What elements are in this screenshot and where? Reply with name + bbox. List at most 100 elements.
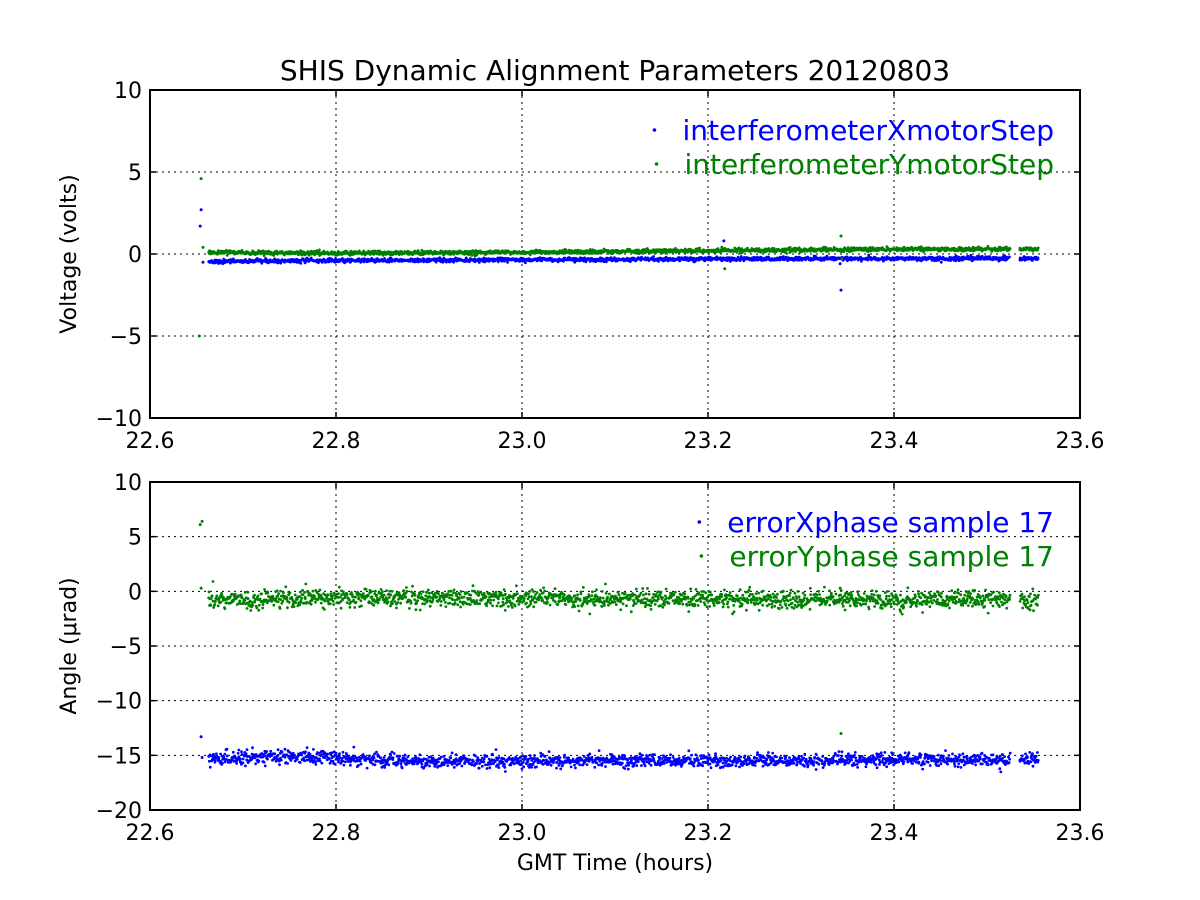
data-point xyxy=(381,253,385,257)
data-point xyxy=(640,753,644,757)
data-point xyxy=(643,764,647,768)
data-point xyxy=(1036,246,1040,250)
data-point xyxy=(474,754,477,758)
data-point xyxy=(709,766,713,770)
data-point xyxy=(665,760,668,764)
data-point xyxy=(291,752,295,755)
data-point xyxy=(743,754,747,758)
data-point xyxy=(251,746,254,750)
data-point xyxy=(298,761,302,764)
data-point xyxy=(800,754,803,758)
data-point xyxy=(420,762,424,766)
data-point xyxy=(740,247,744,251)
data-point xyxy=(1008,255,1011,259)
data-point xyxy=(280,750,284,754)
data-point xyxy=(524,261,527,265)
data-point xyxy=(657,260,660,263)
data-point xyxy=(623,767,627,770)
data-point xyxy=(318,759,322,763)
data-point xyxy=(707,753,711,757)
data-point xyxy=(582,755,586,758)
data-point xyxy=(803,752,807,756)
data-point xyxy=(496,763,500,767)
data-point xyxy=(556,260,560,264)
data-point xyxy=(814,768,818,771)
data-point xyxy=(688,757,692,761)
data-point xyxy=(522,765,526,769)
outlier-point xyxy=(198,224,202,228)
data-point xyxy=(289,759,293,762)
data-point xyxy=(343,760,347,764)
data-point xyxy=(719,759,723,763)
data-point xyxy=(243,754,247,758)
data-point xyxy=(321,261,324,264)
data-point xyxy=(695,756,699,760)
legend-marker xyxy=(654,162,659,166)
outlier-point xyxy=(720,259,724,263)
data-point xyxy=(235,762,239,765)
data-point xyxy=(355,756,358,760)
data-point xyxy=(365,766,369,770)
data-point xyxy=(237,748,241,752)
series-interferometerYmotorStep xyxy=(197,177,1040,338)
data-point xyxy=(803,764,806,768)
data-point xyxy=(286,762,289,765)
data-point xyxy=(627,763,630,767)
data-point xyxy=(448,249,451,253)
data-point xyxy=(310,249,313,253)
data-point xyxy=(282,753,286,757)
outlier-point xyxy=(720,245,724,249)
data-point xyxy=(223,760,227,764)
data-point xyxy=(438,256,442,259)
data-point xyxy=(569,765,573,769)
data-point xyxy=(969,253,973,257)
data-point xyxy=(802,756,806,760)
data-point xyxy=(340,756,344,760)
data-point xyxy=(506,261,509,264)
data-point xyxy=(555,761,559,764)
data-point xyxy=(308,756,311,760)
data-point xyxy=(400,250,403,254)
data-point xyxy=(373,752,376,756)
data-point xyxy=(694,753,698,757)
data-point xyxy=(452,766,456,769)
data-point xyxy=(223,752,227,756)
data-point xyxy=(472,760,475,763)
voltage-subplot: 22.6 22.8 23.0 23.2 23.4 23.6−10−50510Voltage… xyxy=(57,79,1104,454)
data-point xyxy=(771,751,775,755)
data-point xyxy=(723,764,727,767)
data-point xyxy=(460,764,464,768)
outlier-point xyxy=(839,288,843,292)
y-tick-label: 0 xyxy=(128,243,142,268)
data-point xyxy=(669,753,672,757)
data-point xyxy=(806,763,810,767)
data-point xyxy=(692,764,696,768)
data-point xyxy=(605,260,608,264)
data-point xyxy=(1036,248,1040,252)
data-point xyxy=(547,763,550,766)
data-point xyxy=(742,762,746,766)
data-point xyxy=(635,764,639,767)
data-point xyxy=(276,753,280,757)
data-point xyxy=(231,750,235,754)
data-point xyxy=(263,764,267,768)
data-point xyxy=(543,755,547,758)
data-point xyxy=(273,752,277,756)
data-point xyxy=(624,764,628,768)
data-point xyxy=(524,755,528,758)
data-point xyxy=(480,764,484,768)
data-point xyxy=(439,755,443,759)
data-point xyxy=(866,258,870,262)
data-point xyxy=(867,253,871,257)
data-point xyxy=(542,759,546,762)
data-point xyxy=(293,754,297,757)
data-point xyxy=(381,761,385,765)
data-point xyxy=(454,753,458,756)
data-point xyxy=(559,767,563,771)
data-point xyxy=(821,755,824,758)
data-point xyxy=(753,764,757,767)
data-point xyxy=(640,764,643,767)
data-point xyxy=(236,751,240,755)
data-point xyxy=(739,755,743,759)
data-point xyxy=(488,766,492,770)
